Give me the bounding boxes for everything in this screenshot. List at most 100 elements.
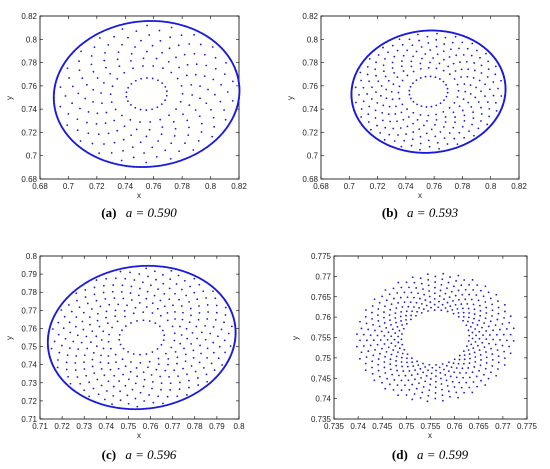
data-point-b bbox=[469, 92, 472, 95]
data-point-d bbox=[401, 306, 404, 308]
data-point-b bbox=[434, 123, 436, 126]
data-point-b bbox=[374, 117, 377, 119]
data-point-b bbox=[458, 105, 461, 108]
data-point-b bbox=[470, 54, 473, 57]
data-point-c bbox=[170, 346, 173, 349]
data-point-c bbox=[82, 328, 85, 331]
data-point-c bbox=[109, 368, 112, 371]
x-tick-label-a: 0.7 bbox=[63, 182, 75, 191]
data-point-c bbox=[61, 344, 63, 347]
data-point-d bbox=[476, 385, 479, 388]
caption-a: (a) a = 0.590 bbox=[101, 205, 177, 220]
data-point-c bbox=[153, 294, 156, 297]
data-point-c bbox=[224, 351, 226, 354]
data-point-d bbox=[457, 274, 460, 277]
data-point-c bbox=[93, 286, 96, 289]
data-point-d bbox=[467, 329, 470, 332]
data-point-d bbox=[369, 334, 372, 337]
data-point-c bbox=[91, 330, 94, 333]
data-point-c bbox=[130, 299, 133, 301]
data-point-c bbox=[70, 310, 73, 313]
x-tick-label-a: 0.8 bbox=[205, 182, 217, 191]
data-point-a bbox=[103, 143, 105, 145]
data-point-c bbox=[122, 297, 125, 300]
data-point-d bbox=[374, 348, 376, 351]
data-point-d bbox=[356, 333, 358, 336]
data-point-a bbox=[100, 92, 102, 94]
data-point-c bbox=[154, 322, 157, 325]
data-point-d bbox=[373, 298, 376, 301]
data-point-a bbox=[92, 100, 95, 103]
data-point-d bbox=[444, 374, 447, 376]
data-point-b bbox=[387, 79, 390, 82]
data-point-b bbox=[400, 111, 403, 114]
data-point-c bbox=[160, 382, 163, 385]
data-point-a bbox=[167, 60, 170, 63]
data-point-a bbox=[160, 133, 163, 136]
data-point-d bbox=[418, 382, 420, 385]
data-point-b bbox=[419, 77, 422, 79]
data-point-b bbox=[463, 136, 466, 139]
data-point-d bbox=[487, 377, 490, 380]
x-tick-label-c: 0.72 bbox=[54, 422, 70, 431]
data-point-c bbox=[85, 335, 88, 338]
data-point-b bbox=[412, 131, 415, 133]
data-point-c bbox=[51, 328, 54, 330]
data-point-c bbox=[139, 353, 141, 356]
data-point-b bbox=[488, 115, 491, 118]
data-point-c bbox=[180, 305, 183, 307]
data-point-d bbox=[445, 364, 448, 367]
data-point-a bbox=[86, 121, 88, 124]
data-point-c bbox=[135, 367, 138, 369]
data-point-a bbox=[169, 157, 172, 160]
data-point-d bbox=[468, 353, 471, 355]
data-point-d bbox=[474, 360, 477, 363]
data-point-b bbox=[393, 72, 396, 74]
data-point-b bbox=[443, 43, 446, 45]
data-point-c bbox=[126, 304, 128, 307]
rim-point-a bbox=[150, 19, 153, 22]
data-point-d bbox=[417, 364, 420, 366]
data-point-c bbox=[57, 359, 59, 361]
data-point-d bbox=[508, 345, 511, 348]
data-point-a bbox=[85, 83, 88, 86]
data-point-c bbox=[174, 318, 176, 320]
data-point-d bbox=[401, 333, 403, 335]
data-point-a bbox=[145, 50, 148, 53]
data-point-a bbox=[130, 82, 133, 85]
data-point-d bbox=[411, 383, 414, 386]
data-point-c bbox=[186, 337, 189, 340]
data-point-d bbox=[396, 292, 399, 294]
data-point-c bbox=[194, 370, 197, 373]
data-point-d bbox=[452, 285, 455, 288]
data-point-d bbox=[360, 351, 363, 354]
data-point-a bbox=[68, 77, 71, 79]
data-point-d bbox=[400, 338, 403, 341]
data-point-c bbox=[72, 340, 75, 343]
data-point-d bbox=[477, 299, 480, 302]
data-point-a bbox=[195, 63, 198, 66]
data-point-b bbox=[456, 143, 459, 146]
data-point-a bbox=[212, 116, 215, 119]
data-point-b bbox=[412, 55, 414, 58]
data-point-c bbox=[122, 373, 124, 376]
data-point-a bbox=[198, 115, 201, 118]
data-point-d bbox=[378, 375, 381, 378]
data-point-a bbox=[152, 65, 155, 67]
data-point-c bbox=[138, 273, 141, 275]
data-point-d bbox=[365, 322, 368, 325]
data-point-c bbox=[88, 395, 91, 398]
data-point-a bbox=[130, 104, 132, 106]
data-point-c bbox=[178, 325, 181, 328]
data-point-b bbox=[480, 64, 483, 67]
data-point-b bbox=[426, 35, 429, 38]
data-point-d bbox=[453, 386, 456, 388]
data-point-d bbox=[468, 312, 470, 314]
data-point-c bbox=[162, 339, 165, 342]
data-point-d bbox=[358, 357, 361, 360]
data-point-b bbox=[477, 101, 480, 103]
data-point-d bbox=[509, 333, 512, 336]
data-point-c bbox=[198, 283, 201, 286]
data-point-b bbox=[460, 68, 463, 71]
data-point-d bbox=[441, 303, 444, 306]
